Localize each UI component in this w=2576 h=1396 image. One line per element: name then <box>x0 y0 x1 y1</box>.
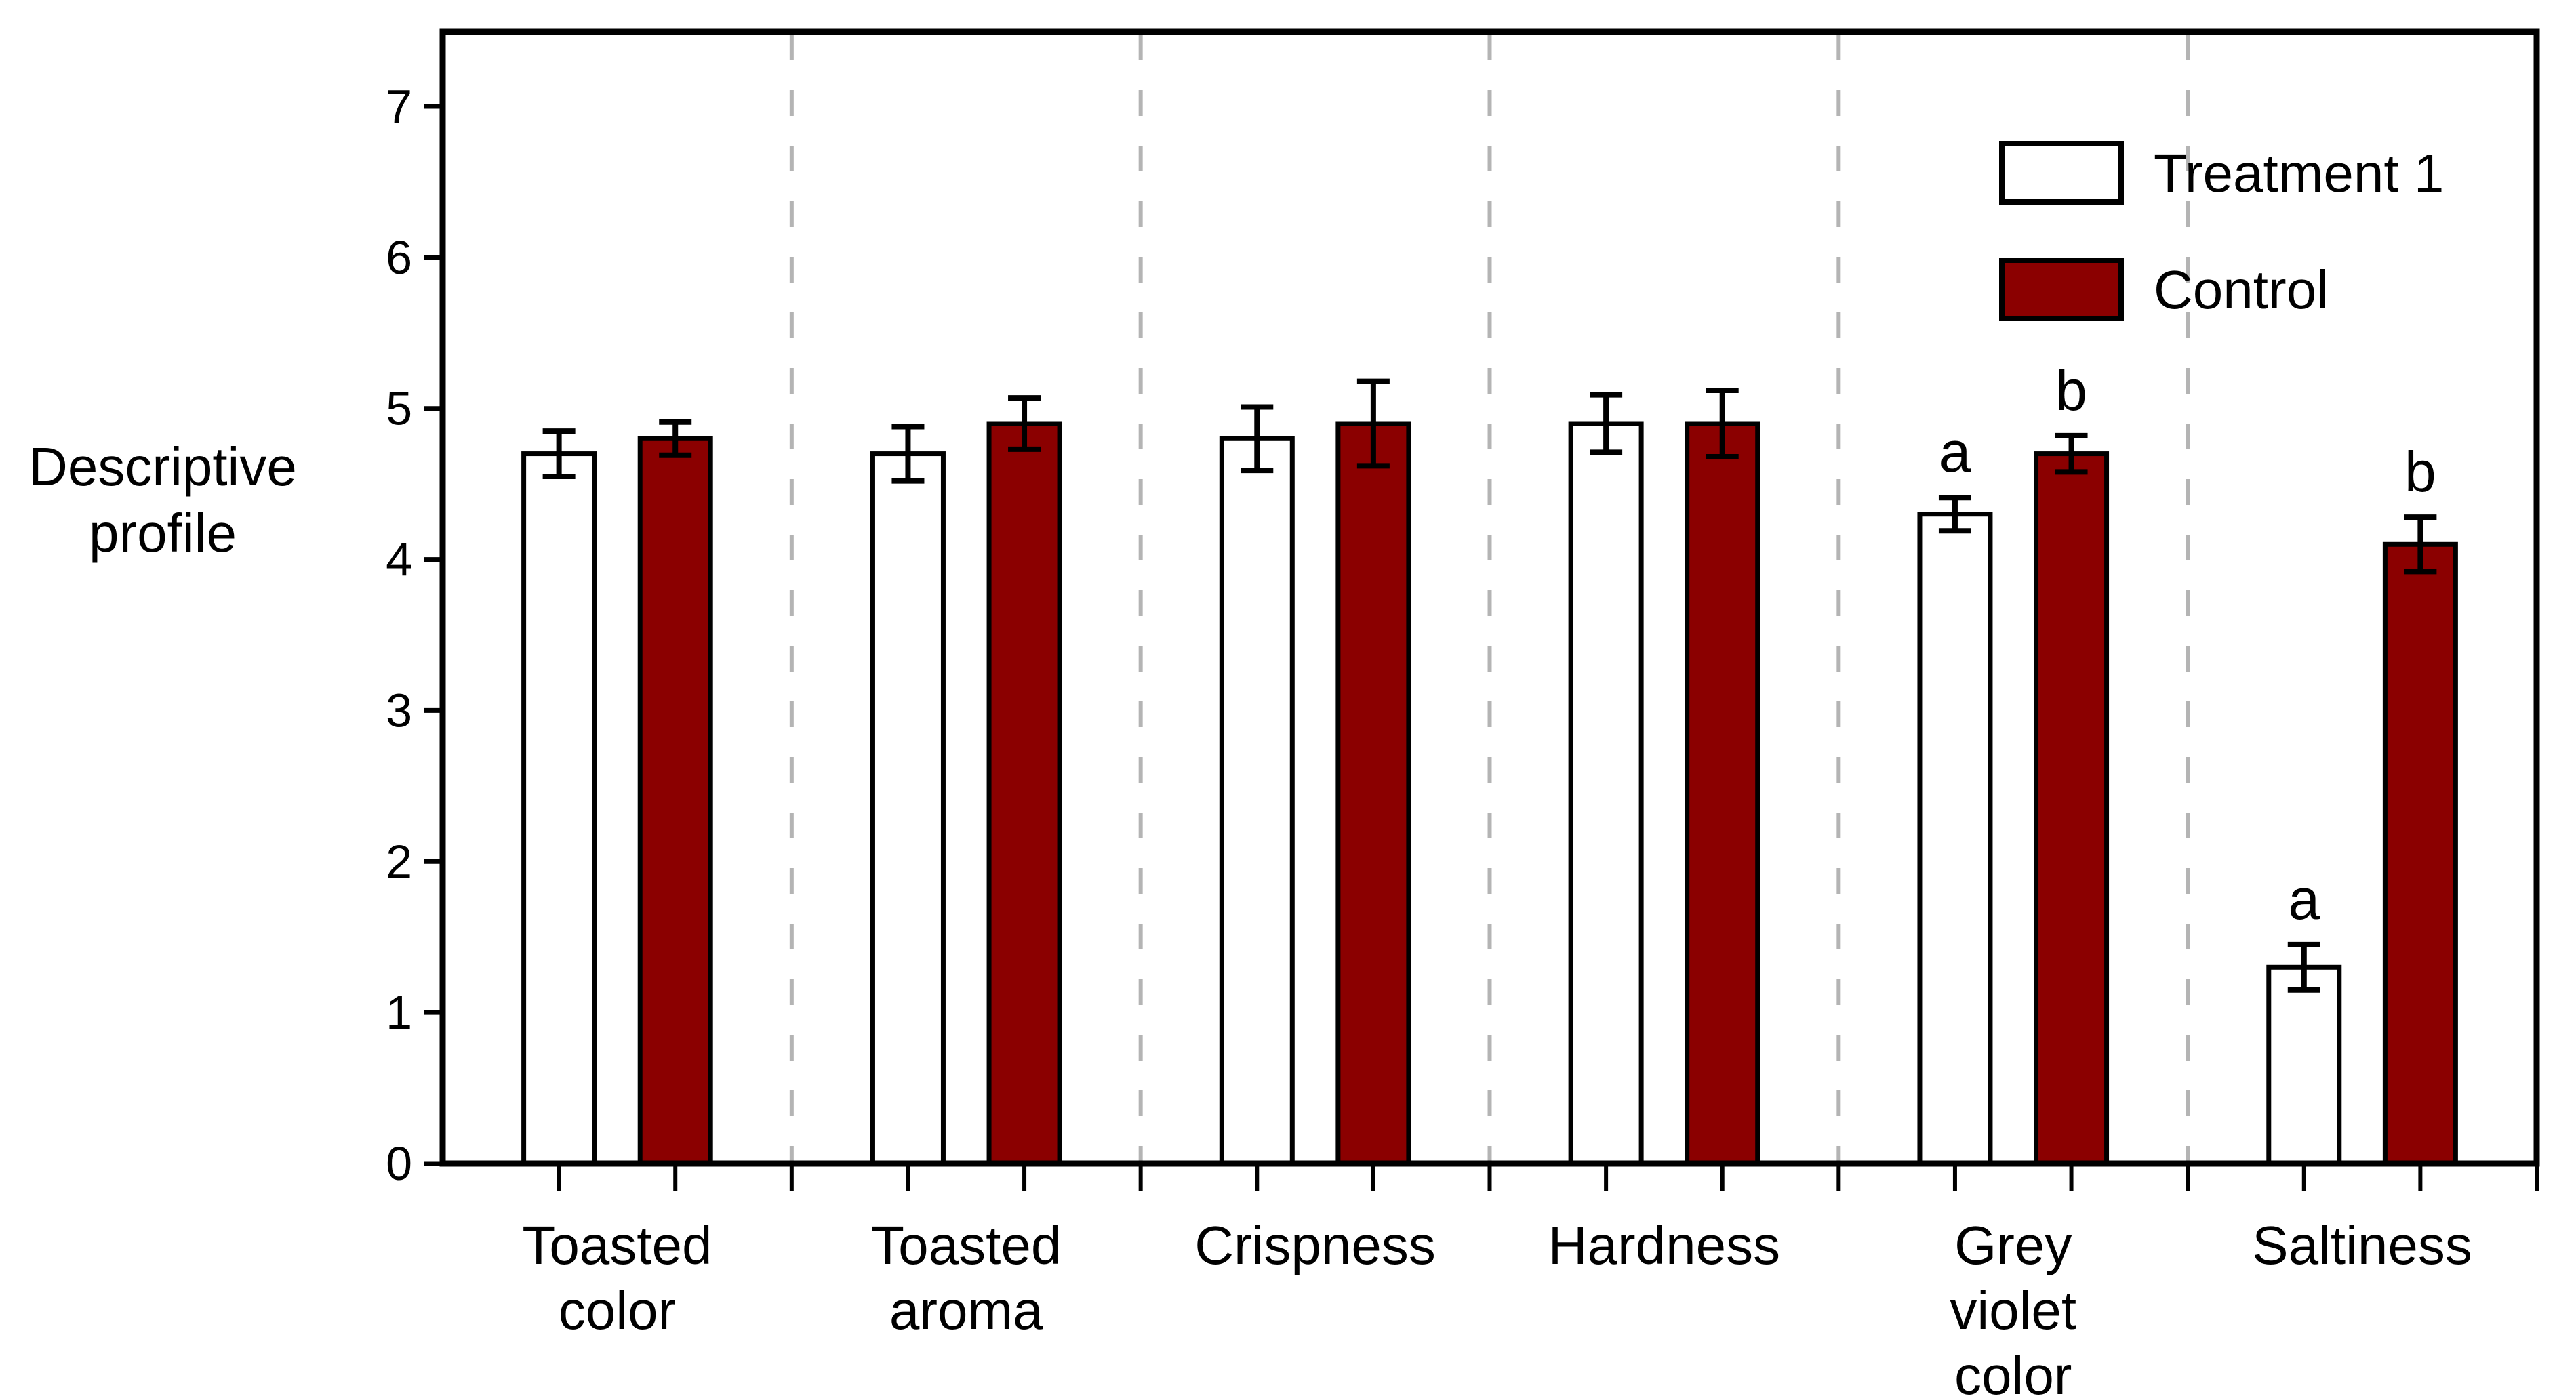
bar-control-saltiness <box>2382 541 2458 1166</box>
legend-swatch-control <box>1999 258 2124 321</box>
x-category-label: color <box>1954 1345 2072 1396</box>
x-category-label: Saltiness <box>2252 1215 2472 1275</box>
bar-control-hardness <box>1685 421 1760 1166</box>
bar-treatment1-grey-violet-color <box>1917 512 1993 1166</box>
bar-control-toasted-color <box>637 436 713 1166</box>
bar-treatment1-crispness <box>1219 436 1295 1166</box>
y-tick-label: 2 <box>386 835 412 888</box>
x-category-label: aroma <box>889 1280 1043 1340</box>
significance-letter: a <box>1939 420 1971 484</box>
legend-swatch-treatment-1 <box>1999 141 2124 205</box>
y-tick-label: 5 <box>386 382 412 435</box>
x-category-label: color <box>559 1280 676 1340</box>
bar-treatment1-toasted-color <box>521 451 597 1166</box>
significance-letter: b <box>2404 440 2436 504</box>
y-tick-label: 1 <box>386 986 412 1039</box>
bar-treatment1-toasted-aroma <box>870 451 946 1166</box>
bar-treatment1-hardness <box>1568 421 1644 1166</box>
x-category-label: Toasted <box>871 1215 1061 1275</box>
y-axis-title-line1: Descriptive <box>28 436 297 497</box>
x-category-label: Toasted <box>522 1215 712 1275</box>
y-tick-label: 7 <box>386 80 412 133</box>
bar-control-crispness <box>1335 421 1411 1166</box>
bar-treatment1-saltiness <box>2266 964 2342 1166</box>
x-category-label: Crispness <box>1194 1215 1436 1275</box>
legend-label: Control <box>2154 260 2329 320</box>
plot-border <box>439 28 2540 1167</box>
y-tick-label: 0 <box>386 1137 412 1190</box>
x-category-label: Grey <box>1954 1215 2072 1275</box>
bar-control-grey-violet-color <box>2034 451 2110 1166</box>
bar-control-toasted-aroma <box>986 421 1062 1166</box>
significance-letter: b <box>2055 358 2087 422</box>
legend-label: Treatment 1 <box>2154 143 2444 203</box>
y-axis-title: Descriptive profile <box>14 434 312 567</box>
y-tick-label: 4 <box>386 533 412 586</box>
x-category-label: violet <box>1950 1280 2076 1340</box>
y-tick-label: 3 <box>386 684 412 737</box>
y-axis-title-line2: profile <box>89 503 237 563</box>
x-category-label: Hardness <box>1548 1215 1780 1275</box>
y-tick-label: 6 <box>386 231 412 284</box>
significance-letter: a <box>2288 867 2320 931</box>
